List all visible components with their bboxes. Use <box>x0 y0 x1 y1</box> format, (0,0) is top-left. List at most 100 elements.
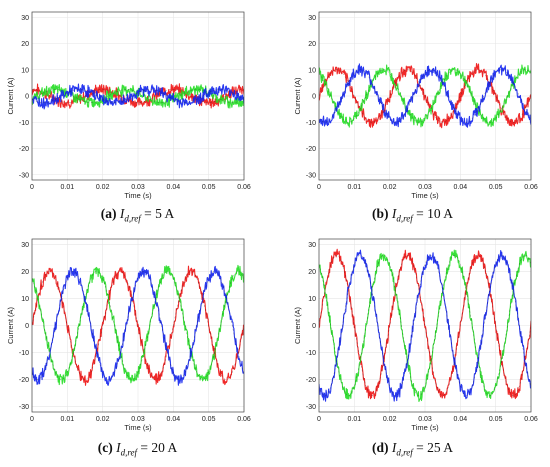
x-tick-label: 0.04 <box>167 184 181 191</box>
caption-subscript: d,ref <box>124 213 141 224</box>
reference-series-1 <box>32 271 244 380</box>
y-tick-label: -20 <box>19 377 29 384</box>
y-tick-label: -20 <box>306 377 316 384</box>
y-tick-label: 10 <box>21 296 29 303</box>
caption-subscript: d,ref <box>396 213 413 224</box>
caption-variable: I <box>116 440 121 455</box>
x-tick-label: 0 <box>30 416 34 423</box>
y-tick-label: 0 <box>312 94 316 101</box>
caption-value: = 20 A <box>137 440 178 455</box>
y-tick-label: -10 <box>306 350 316 357</box>
x-tick-label: 0.01 <box>348 184 362 191</box>
x-tick-label: 0 <box>30 184 34 191</box>
x-tick-label: 0.06 <box>524 184 538 191</box>
x-tick-label: 0.06 <box>237 416 251 423</box>
y-tick-label: 30 <box>308 242 316 249</box>
current-series-0 <box>319 62 531 129</box>
x-tick-label: 0.01 <box>61 184 75 191</box>
caption-variable: I <box>391 206 397 221</box>
x-tick-label: 0.03 <box>131 184 145 191</box>
x-axis-label: Time (s) <box>411 191 439 200</box>
x-tick-label: 0.03 <box>418 184 432 191</box>
panel-d-caption: (d) Id,ref = 25 A <box>275 440 550 458</box>
panel-b-chart: 0 0.01 0.02 0.03 0.04 0.05 0.06 30 20 10 0 -10 -20 -3… <box>293 11 538 200</box>
caption-value: = 5 A <box>140 206 175 221</box>
x-tick-label: 0.04 <box>167 416 181 423</box>
y-tick-label: 10 <box>21 67 29 74</box>
y-axis-label: Current (A) <box>6 77 15 115</box>
x-tick-label: 0.03 <box>418 416 432 423</box>
current-series-2 <box>32 265 244 386</box>
current-series-1 <box>319 64 531 128</box>
y-tick-label: 30 <box>21 242 29 249</box>
y-tick-label: -20 <box>306 146 316 153</box>
x-axis-label: Time (s) <box>411 423 439 432</box>
reference-series-0 <box>32 271 244 380</box>
x-tick-label: 0 <box>317 416 321 423</box>
series-group <box>32 83 244 110</box>
y-tick-label: 10 <box>308 296 316 303</box>
x-tick-label: 0.04 <box>454 416 468 423</box>
caption-letter: (b) <box>371 206 389 221</box>
y-tick-label: 20 <box>21 269 29 276</box>
reference-series-1 <box>319 69 531 123</box>
caption-letter: (d) <box>371 440 389 455</box>
y-tick-label: -30 <box>306 172 316 179</box>
y-tick-label: 30 <box>308 15 316 22</box>
y-tick-label: -30 <box>19 404 29 411</box>
reference-series-0 <box>319 69 531 123</box>
y-axis-label: Current (A) <box>293 306 302 344</box>
panel-a-chart: 0 0.01 0.02 0.03 0.04 0.05 0.06 30 20 10 0 -10 -20 -3… <box>6 11 251 200</box>
current-series-1 <box>32 264 244 386</box>
x-tick-label: 0.05 <box>489 184 503 191</box>
y-tick-label: -30 <box>306 404 316 411</box>
series-group <box>32 264 244 386</box>
caption-variable: I <box>119 206 125 221</box>
reference-series-2 <box>319 254 531 397</box>
caption-value: = 25 A <box>412 440 454 455</box>
caption-letter: (c) <box>97 440 113 455</box>
plot-frame <box>31 238 245 413</box>
y-tick-label: 20 <box>308 41 316 48</box>
x-tick-label: 0.02 <box>96 184 110 191</box>
panel-a-caption: (a) Id,ref = 5 A <box>0 206 275 224</box>
reference-series-0 <box>319 254 531 397</box>
y-tick-label: 0 <box>312 323 316 330</box>
x-tick-label: 0.02 <box>383 416 397 423</box>
x-tick-label: 0.02 <box>383 184 397 191</box>
y-tick-label: -10 <box>306 120 316 127</box>
current-series-2 <box>32 83 244 110</box>
y-tick-label: -20 <box>19 146 29 153</box>
x-axis-label: Time (s) <box>124 423 152 432</box>
y-axis-label: Current (A) <box>6 306 15 344</box>
x-tick-label: 0.02 <box>96 416 110 423</box>
y-tick-label: 0 <box>25 94 29 101</box>
caption-variable: I <box>391 440 397 455</box>
x-tick-label: 0.01 <box>61 416 75 423</box>
reference-series-1 <box>319 254 531 397</box>
reference-series-2 <box>319 69 531 123</box>
panel-b-caption: (b) Id,ref = 10 A <box>275 206 550 224</box>
caption-subscript: d,ref <box>120 447 138 458</box>
y-tick-label: 30 <box>21 15 29 22</box>
x-tick-label: 0.05 <box>202 416 216 423</box>
caption-letter: (a) <box>100 206 117 221</box>
y-tick-label: 10 <box>308 67 316 74</box>
caption-subscript: d,ref <box>396 447 413 458</box>
x-tick-label: 0 <box>317 184 321 191</box>
panel-d-chart: 0 0.01 0.02 0.03 0.04 0.05 0.06 30 20 10 0 -10 -20 -3… <box>293 238 538 432</box>
reference-series-2 <box>32 271 244 380</box>
plot-frame <box>318 238 532 413</box>
x-tick-label: 0.05 <box>489 416 503 423</box>
y-axis-label: Current (A) <box>293 77 302 115</box>
plot-frame <box>31 11 245 181</box>
x-tick-label: 0.04 <box>454 184 468 191</box>
x-tick-label: 0.06 <box>237 184 251 191</box>
y-tick-label: 20 <box>308 269 316 276</box>
panel-c-chart: 0 0.01 0.02 0.03 0.04 0.05 0.06 30 20 10 0 -10 -20 -3… <box>6 238 251 432</box>
y-tick-label: -10 <box>19 120 29 127</box>
y-tick-label: 20 <box>21 41 29 48</box>
x-tick-label: 0.01 <box>348 416 362 423</box>
current-series-2 <box>319 249 531 402</box>
panel-c-caption: (c) Id,ref = 20 A <box>0 440 275 458</box>
